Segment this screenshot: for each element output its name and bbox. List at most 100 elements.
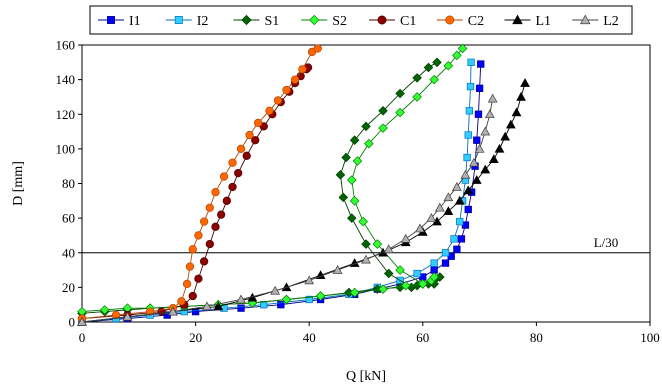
- series-L2: [77, 93, 498, 326]
- data-point-I1: [475, 84, 484, 92]
- data-point-C1: [217, 210, 226, 219]
- y-tick-label: 0: [69, 315, 76, 330]
- data-point-S1: [432, 57, 442, 68]
- data-point-C2: [205, 203, 214, 212]
- data-point-C2: [253, 118, 263, 128]
- data-point-S1: [412, 73, 422, 83]
- data-point-L2: [361, 254, 371, 264]
- plot-frame: [81, 44, 651, 323]
- data-point-I1: [473, 136, 481, 144]
- data-point-C1: [211, 222, 220, 231]
- data-point-L2: [77, 316, 87, 326]
- data-point-L2: [122, 311, 133, 321]
- legend-label-I1: I1: [129, 14, 141, 29]
- data-point-L2: [304, 275, 315, 285]
- data-point-S2: [378, 123, 388, 133]
- data-point-L1: [488, 154, 499, 164]
- series-L1: [77, 78, 530, 326]
- data-point-C1: [199, 257, 209, 266]
- data-point-S1: [349, 135, 360, 146]
- data-point-C2: [290, 75, 300, 84]
- data-point-I1: [453, 245, 461, 253]
- data-point-L1: [505, 119, 516, 129]
- data-point-C1: [242, 151, 251, 160]
- data-point-L1: [494, 143, 505, 153]
- data-point-I1: [477, 60, 485, 68]
- data-point-C2: [194, 231, 203, 240]
- data-point-L1: [500, 131, 511, 141]
- data-point-I2: [305, 295, 313, 304]
- data-point-S1: [338, 192, 349, 203]
- data-point-C2: [228, 158, 237, 167]
- legend-label-C1: C1: [400, 14, 416, 29]
- data-point-C2: [188, 245, 197, 254]
- data-point-L2: [443, 192, 454, 202]
- data-point-S2: [418, 279, 428, 289]
- data-point-L2: [484, 109, 495, 119]
- y-tick-label: 80: [62, 176, 75, 191]
- data-point-L2: [415, 223, 425, 233]
- data-point-S2: [349, 196, 360, 206]
- data-point-S1: [341, 152, 351, 163]
- data-point-S2: [443, 60, 454, 71]
- data-point-C1: [194, 274, 203, 283]
- x-tick-label: 100: [640, 330, 660, 345]
- plot-area: [77, 43, 530, 326]
- legend-marker-C1: [377, 15, 387, 25]
- series-C2: [77, 44, 322, 323]
- x-tick-label: 80: [530, 330, 543, 345]
- data-point-S2: [378, 284, 388, 294]
- data-point-S2: [358, 216, 368, 227]
- data-point-C2: [298, 65, 307, 74]
- legend-label-C2: C2: [468, 14, 484, 29]
- data-point-S1: [361, 121, 371, 132]
- data-point-L1: [454, 195, 465, 205]
- data-point-C2: [282, 85, 291, 95]
- data-point-S1: [347, 213, 357, 223]
- data-point-S2: [281, 294, 292, 305]
- data-point-C2: [199, 217, 209, 226]
- data-point-I1: [237, 304, 245, 312]
- data-point-L2: [167, 306, 178, 316]
- data-point-C1: [222, 196, 231, 205]
- data-point-L1: [516, 91, 526, 101]
- x-tick-label: 0: [79, 330, 86, 345]
- series-S1: [77, 57, 445, 319]
- data-point-L1: [471, 175, 482, 184]
- data-point-I1: [441, 259, 450, 267]
- series-line-L2: [81, 98, 494, 323]
- data-point-S2: [412, 92, 422, 102]
- data-point-I2: [464, 131, 472, 139]
- data-point-L2: [270, 285, 281, 295]
- axes: 0 20 40 60 80 100 0 20 40 60 80 100 120 140 160: [56, 38, 660, 346]
- data-point-C2: [236, 144, 246, 154]
- data-point-S2: [429, 74, 439, 85]
- data-point-S1: [361, 239, 371, 249]
- legend-label-I2: I2: [197, 14, 209, 29]
- data-point-S2: [400, 280, 411, 291]
- series-S2: [77, 43, 468, 317]
- data-point-L2: [487, 93, 498, 103]
- legend: I1 I2 S1 S2 C1 C2 L1 L2: [89, 5, 633, 35]
- data-point-C1: [228, 182, 237, 192]
- data-point-L1: [443, 206, 454, 215]
- data-point-I2: [465, 107, 474, 115]
- y-axis-title: D [mm]: [11, 161, 26, 206]
- data-point-I2: [413, 269, 421, 278]
- y-tick-label: 100: [56, 141, 76, 156]
- data-point-S2: [372, 239, 383, 249]
- x-tick-label: 20: [189, 330, 202, 345]
- data-point-C1: [188, 291, 197, 301]
- data-point-S1: [378, 106, 388, 116]
- data-point-S1: [423, 62, 434, 73]
- data-point-L2: [469, 157, 479, 167]
- legend-label-L1: L1: [536, 14, 552, 29]
- data-point-L2: [474, 143, 485, 153]
- data-point-C2: [265, 106, 274, 115]
- data-point-C2: [111, 310, 121, 320]
- data-point-L1: [480, 164, 491, 174]
- data-point-C1: [157, 307, 166, 316]
- data-point-I2: [430, 259, 438, 267]
- data-point-S2: [457, 43, 468, 54]
